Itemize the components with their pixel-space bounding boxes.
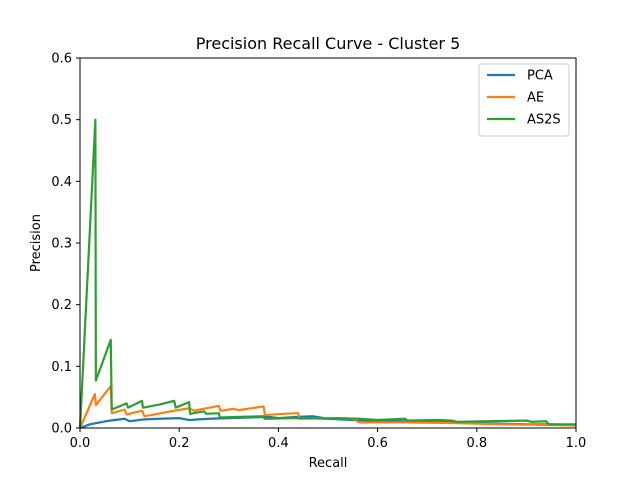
series-layer <box>78 118 577 430</box>
legend-label-as2s: AS2S <box>527 113 561 128</box>
x-tick-label: 0.4 <box>268 436 289 451</box>
y-axis-label: Precision <box>29 214 44 272</box>
series-line-ae <box>78 384 577 429</box>
x-tick-label: 0.0 <box>70 436 91 451</box>
legend: PCA AE AS2S <box>478 63 570 137</box>
series-line-as2s <box>78 118 576 429</box>
x-tick-label: 0.6 <box>367 436 388 451</box>
y-tick-label: 0.1 <box>51 360 72 375</box>
legend-label-ae: AE <box>527 91 544 106</box>
y-tick-label: 0.6 <box>51 52 72 67</box>
x-tick-label: 1.0 <box>566 436 587 451</box>
y-tick-label: 0.2 <box>51 298 72 313</box>
legend-label-pca: PCA <box>527 69 553 84</box>
x-axis-ticks: 0.0 0.2 0.4 0.6 0.8 1.0 <box>70 428 587 451</box>
x-tick-label: 0.8 <box>466 436 487 451</box>
x-axis-label: Recall <box>309 456 348 471</box>
y-tick-label: 0.4 <box>51 175 72 190</box>
chart-title: Precision Recall Curve - Cluster 5 <box>196 34 461 53</box>
y-tick-label: 0.0 <box>51 422 72 437</box>
y-axis-ticks: 0.0 0.1 0.2 0.3 0.4 0.5 0.6 <box>51 52 80 437</box>
y-tick-label: 0.3 <box>51 237 72 252</box>
y-tick-label: 0.5 <box>51 113 72 128</box>
x-tick-label: 0.2 <box>169 436 190 451</box>
